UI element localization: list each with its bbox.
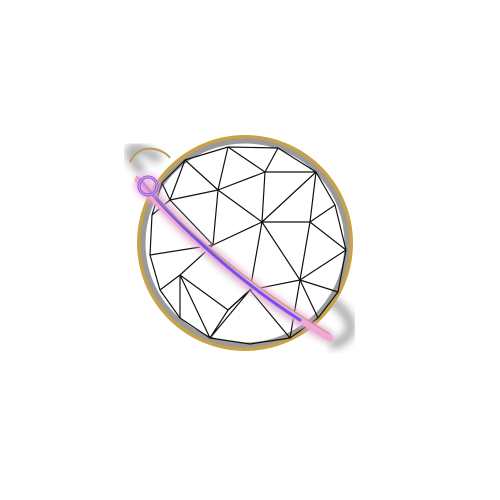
geodesic-mesh (149, 146, 347, 345)
orbit-node (135, 173, 161, 199)
orbit-ring-back (125, 143, 356, 350)
sphere-outline (137, 135, 353, 351)
